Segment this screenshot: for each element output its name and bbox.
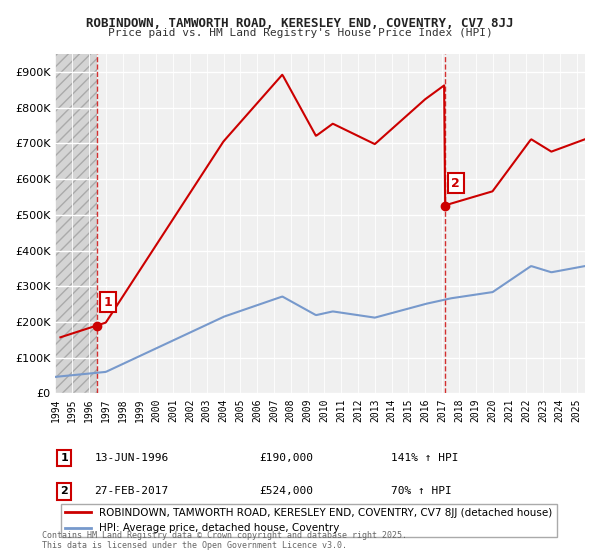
Text: 13-JUN-1996: 13-JUN-1996 xyxy=(94,453,169,463)
Text: 70% ↑ HPI: 70% ↑ HPI xyxy=(391,487,452,496)
Text: 1: 1 xyxy=(103,296,112,309)
Legend: ROBINDOWN, TAMWORTH ROAD, KERESLEY END, COVENTRY, CV7 8JJ (detached house), HPI:: ROBINDOWN, TAMWORTH ROAD, KERESLEY END, … xyxy=(61,504,557,538)
Text: 1: 1 xyxy=(61,453,68,463)
Text: £524,000: £524,000 xyxy=(259,487,313,496)
Text: Contains HM Land Registry data © Crown copyright and database right 2025.
This d: Contains HM Land Registry data © Crown c… xyxy=(42,530,407,550)
Text: ROBINDOWN, TAMWORTH ROAD, KERESLEY END, COVENTRY, CV7 8JJ: ROBINDOWN, TAMWORTH ROAD, KERESLEY END, … xyxy=(86,17,514,30)
Text: 141% ↑ HPI: 141% ↑ HPI xyxy=(391,453,459,463)
Text: 2: 2 xyxy=(61,487,68,496)
Bar xyxy=(55,54,97,394)
Text: £190,000: £190,000 xyxy=(259,453,313,463)
Text: 27-FEB-2017: 27-FEB-2017 xyxy=(94,487,169,496)
Text: 2: 2 xyxy=(451,177,460,190)
Text: Price paid vs. HM Land Registry's House Price Index (HPI): Price paid vs. HM Land Registry's House … xyxy=(107,28,493,38)
